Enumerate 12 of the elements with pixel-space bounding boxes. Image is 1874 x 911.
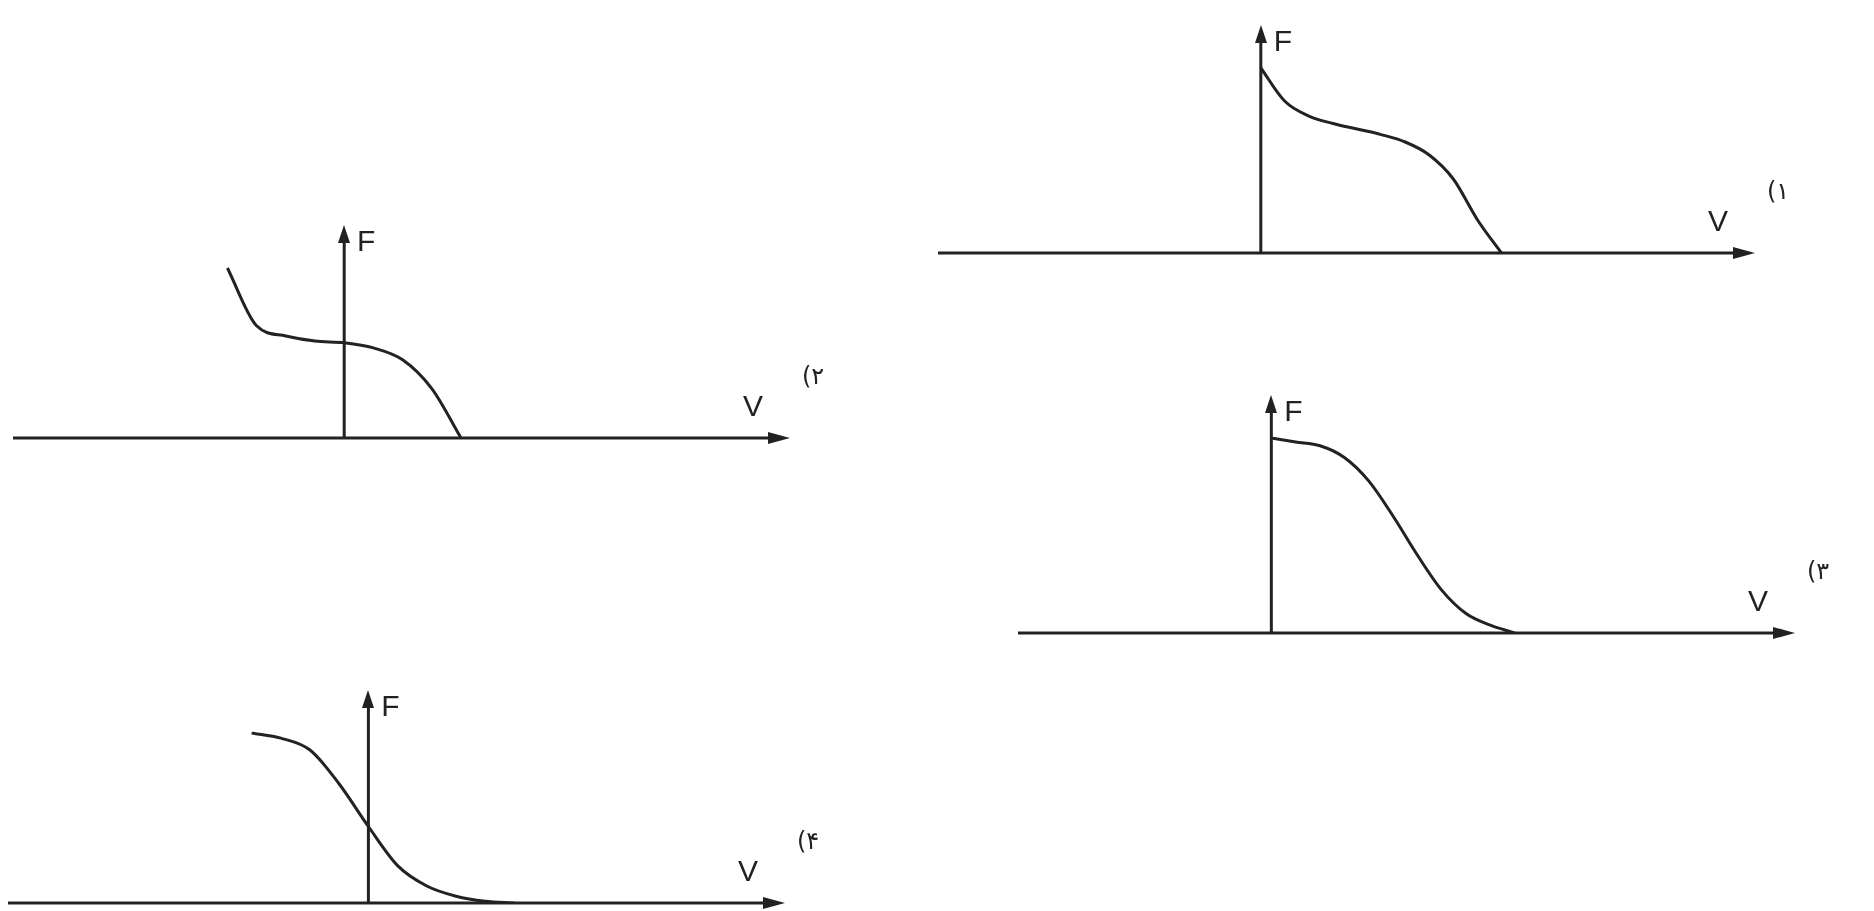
x-axis-title: V <box>1707 204 1729 238</box>
text: (۲ <box>801 362 825 391</box>
y-axis-title: F <box>1273 24 1292 58</box>
x-axis-title: V <box>1747 584 1769 618</box>
text: (۱ <box>1766 177 1790 206</box>
y-axis-title: F <box>357 224 376 258</box>
y-axis-title: F <box>381 689 400 723</box>
x-axis-title: V <box>742 389 764 423</box>
x-axis-title: V <box>737 854 759 888</box>
text: (۴ <box>796 827 820 856</box>
text: (۳ <box>1806 557 1830 586</box>
y-axis-title: F <box>1284 394 1303 428</box>
